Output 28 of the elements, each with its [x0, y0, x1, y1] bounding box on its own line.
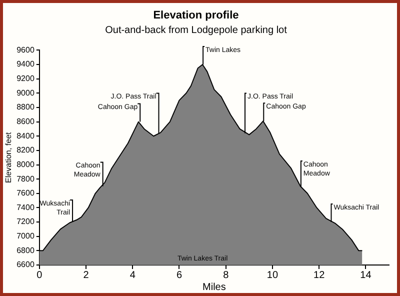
x-tick-label: 12	[314, 270, 326, 281]
y-tick-label: 8600	[16, 117, 35, 126]
y-tick-label: 7800	[16, 174, 35, 184]
x-tick-label: 0	[36, 270, 43, 281]
y-tick-label: 7600	[16, 188, 35, 198]
y-tick-label: 7000	[16, 232, 35, 241]
y-tick-label: 9200	[16, 74, 35, 84]
x-tick-label: 4	[130, 270, 136, 281]
x-tick-label: 2	[83, 270, 90, 281]
y-tick-label: 7400	[16, 202, 35, 212]
x-tick-label: 8	[223, 270, 230, 281]
y-tick-label: 9400	[16, 60, 35, 69]
y-tick-label: 6800	[16, 246, 35, 255]
chart-subtitle: Out-and-back from Lodgepole parking lot	[105, 24, 288, 36]
y-tick-label: 8000	[16, 160, 35, 169]
x-tick-label: 14	[360, 270, 372, 281]
y-tick-label: 7200	[16, 217, 35, 226]
y-tick-label: 8200	[16, 146, 35, 155]
x-axis-title: Miles	[202, 282, 226, 293]
y-tick-label: 9000	[16, 88, 35, 98]
y-tick-label: 8800	[16, 102, 35, 112]
y-tick-label: 9600	[16, 45, 35, 54]
x-tick-label: 10	[266, 270, 278, 281]
y-tick-label: 6600	[16, 260, 35, 270]
y-tick-label: 8400	[16, 131, 35, 140]
y-axis-title: Elevation, feet	[4, 131, 14, 183]
chart-title: Elevation profile	[153, 10, 239, 22]
x-tick-label: 6	[176, 270, 182, 281]
